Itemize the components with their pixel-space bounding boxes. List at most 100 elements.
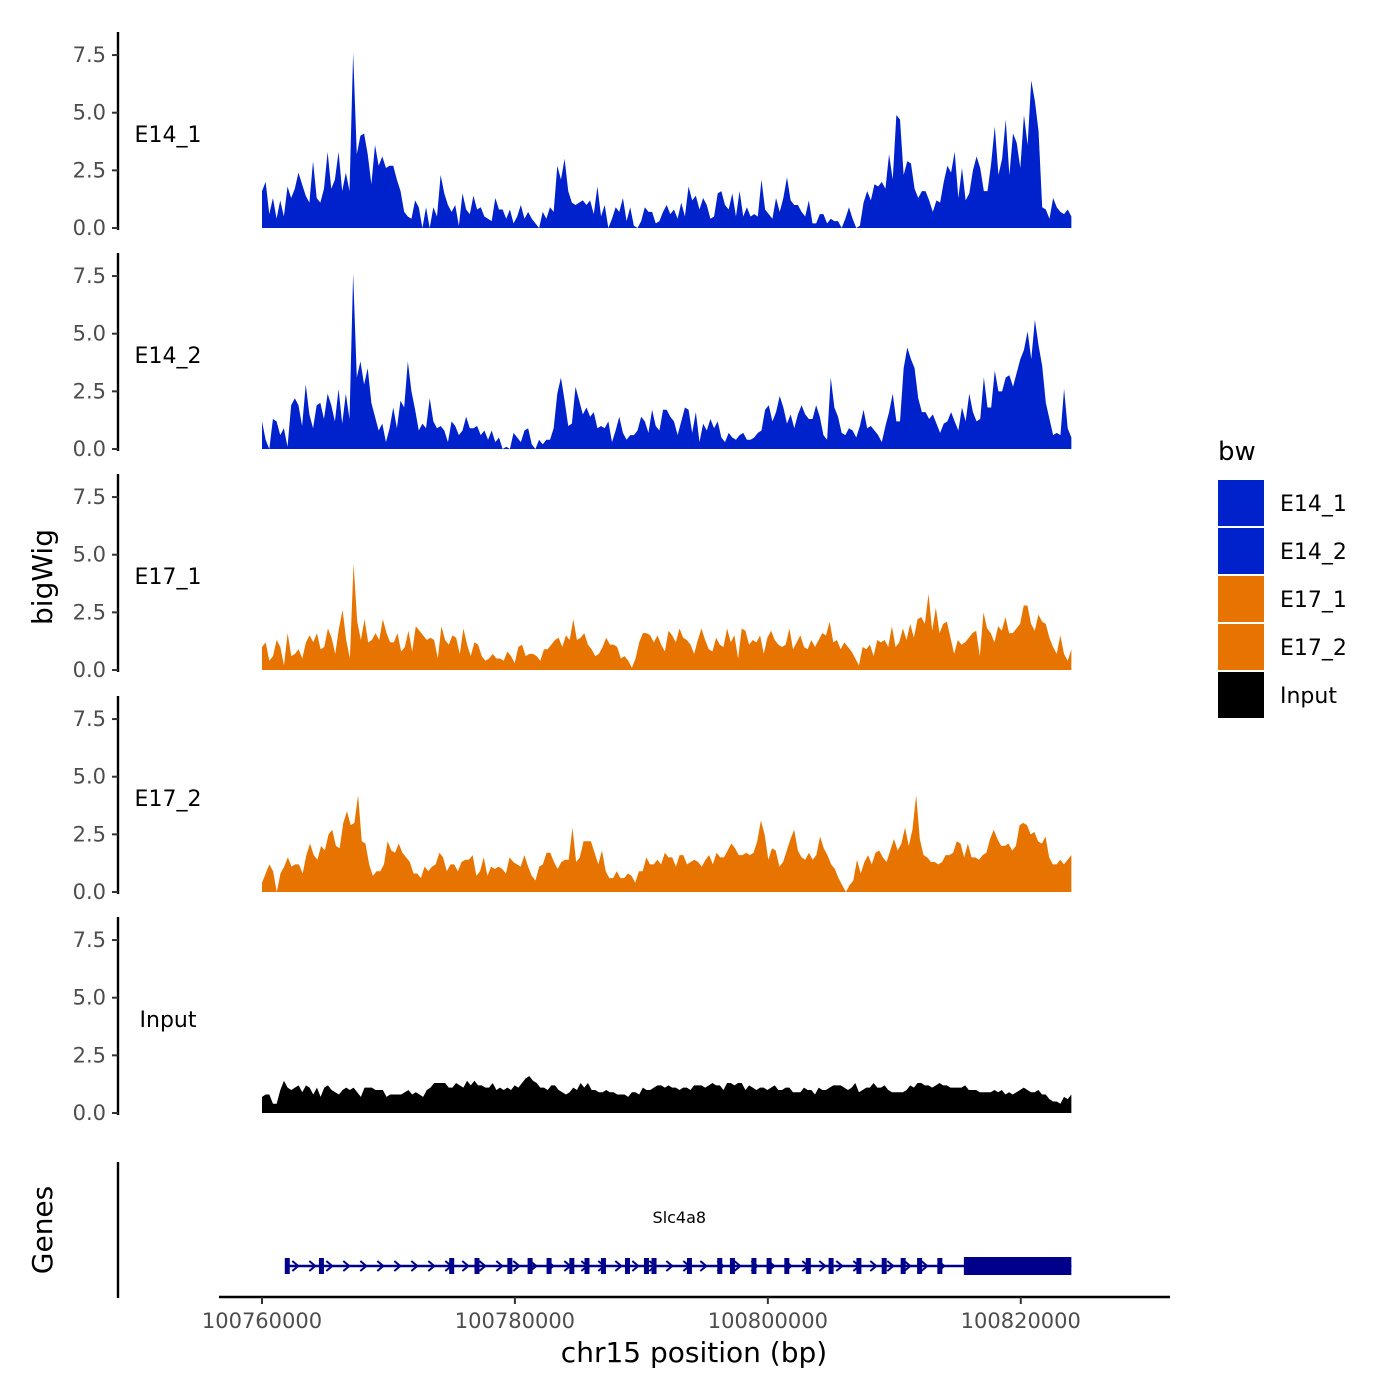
- gene-exon: [284, 1258, 290, 1274]
- strand-arrow: [495, 1260, 504, 1272]
- gene-exon: [507, 1258, 513, 1274]
- track-label: E17_2: [135, 787, 202, 812]
- gene-exon: [624, 1258, 630, 1274]
- y-tick-label: 7.5: [73, 928, 106, 952]
- strand-arrow: [920, 1260, 929, 1272]
- legend-swatch: [1218, 480, 1264, 526]
- signal-area-E14_2: [262, 273, 1072, 449]
- gene-exon: [900, 1258, 906, 1274]
- y-tick-label: 5.0: [73, 322, 106, 346]
- gene-name-label: Slc4a8: [653, 1208, 707, 1227]
- track-Input: 0.0 2.5 5.0 7.5 Input: [73, 917, 1072, 1125]
- legend-item: Input: [1218, 672, 1337, 718]
- y-tick-label: 5.0: [73, 543, 106, 567]
- legend-label: E14_2: [1280, 540, 1347, 565]
- legend-title: bw: [1218, 437, 1256, 467]
- gene-exon: [569, 1258, 575, 1274]
- strand-arrow: [665, 1260, 674, 1272]
- gene-exon: [856, 1258, 862, 1274]
- gene-exon: [784, 1258, 790, 1274]
- legend-label: E17_2: [1280, 636, 1347, 661]
- y-tick-label: 7.5: [73, 264, 106, 288]
- gene-exon: [686, 1258, 692, 1274]
- signal-area-Input: [262, 1076, 1072, 1113]
- legend-swatch: [1218, 624, 1264, 670]
- gene-exon: [546, 1258, 552, 1274]
- x-axis-title: chr15 position (bp): [561, 1336, 827, 1369]
- gene-exon: [751, 1258, 757, 1274]
- strand-arrow: [325, 1260, 334, 1272]
- y-tick-label: 7.5: [73, 707, 106, 731]
- y-tick-label: 5.0: [73, 101, 106, 125]
- legend-label: E17_1: [1280, 588, 1347, 613]
- legend-label: E14_1: [1280, 492, 1347, 517]
- strand-arrow: [699, 1260, 708, 1272]
- strand-arrow: [835, 1260, 844, 1272]
- strand-arrow: [903, 1260, 912, 1272]
- x-tick-label: 100780000: [455, 1309, 575, 1333]
- gene-track: Slc4a8: [116, 1162, 1072, 1298]
- y-tick-label: 5.0: [73, 765, 106, 789]
- y-tick-label: 0.0: [73, 216, 106, 240]
- track-label: Input: [140, 1008, 197, 1033]
- track-E14_1: 0.0 2.5 5.0 7.5 E14_1: [73, 32, 1072, 240]
- y-tick-label: 0.0: [73, 1101, 106, 1125]
- signal-area-E17_2: [262, 795, 1072, 892]
- signal-area-E17_1: [262, 563, 1072, 670]
- strand-arrow: [410, 1260, 419, 1272]
- legend-item: E17_1: [1218, 576, 1347, 622]
- strand-arrow: [393, 1260, 402, 1272]
- x-tick-label: 100800000: [708, 1309, 828, 1333]
- gene-exon: [643, 1258, 649, 1274]
- track-label: E14_2: [135, 344, 202, 369]
- gene-exon: [527, 1258, 533, 1274]
- strand-arrow: [291, 1260, 300, 1272]
- gene-exon: [584, 1258, 590, 1274]
- y-axis-title: bigWig: [26, 529, 59, 625]
- track-label: E14_1: [135, 123, 202, 148]
- y-tick-label: 0.0: [73, 880, 106, 904]
- gene-exon: [766, 1258, 772, 1274]
- y-tick-label: 2.5: [73, 158, 106, 182]
- legend-item: E14_2: [1218, 528, 1347, 574]
- signal-area-E14_1: [262, 52, 1072, 228]
- strand-arrow: [631, 1260, 640, 1272]
- strand-arrow: [478, 1260, 487, 1272]
- track-E17_2: 0.0 2.5 5.0 7.5 E17_2: [73, 696, 1072, 904]
- track-E14_2: 0.0 2.5 5.0 7.5 E14_2: [73, 253, 1072, 461]
- legend-item: E17_2: [1218, 624, 1347, 670]
- strand-arrow: [427, 1260, 436, 1272]
- y-tick-label: 2.5: [73, 379, 106, 403]
- y-tick-label: 7.5: [73, 43, 106, 67]
- strand-arrow: [869, 1260, 878, 1272]
- strand-arrow: [614, 1260, 623, 1272]
- gene-exon: [318, 1258, 324, 1274]
- gene-exon: [474, 1258, 480, 1274]
- strand-arrow: [359, 1260, 368, 1272]
- strand-arrow: [512, 1260, 521, 1272]
- y-tick-label: 0.0: [73, 437, 106, 461]
- track-label: E17_1: [135, 565, 202, 590]
- y-tick-label: 2.5: [73, 822, 106, 846]
- strand-arrow: [308, 1260, 317, 1272]
- gene-exon: [729, 1258, 735, 1274]
- track-E17_1: 0.0 2.5 5.0 7.5 E17_1: [73, 474, 1072, 682]
- gene-exon: [805, 1258, 811, 1274]
- legend-swatch: [1218, 672, 1264, 718]
- strand-arrow: [342, 1260, 351, 1272]
- legend: bw E14_1 E14_2 E17_1 E17_2 Input: [1218, 437, 1347, 718]
- gene-exon: [651, 1258, 657, 1274]
- y-tick-label: 7.5: [73, 485, 106, 509]
- gene-exon: [917, 1258, 923, 1274]
- gene-exon: [937, 1258, 943, 1274]
- gene-exon: [828, 1258, 834, 1274]
- gene-exon: [717, 1258, 723, 1274]
- gene-exon: [449, 1258, 455, 1274]
- legend-swatch: [1218, 528, 1264, 574]
- signal-tracks: 0.0 2.5 5.0 7.5 E14_1 0.0 2.5 5.0 7.5 E14_2 0.0 2.5…: [73, 32, 1072, 1125]
- strand-arrow: [461, 1260, 470, 1272]
- legend-swatch: [1218, 576, 1264, 622]
- strand-arrow: [818, 1260, 827, 1272]
- x-axis: 100760000 100780000 100800000 100820000: [202, 1295, 1170, 1333]
